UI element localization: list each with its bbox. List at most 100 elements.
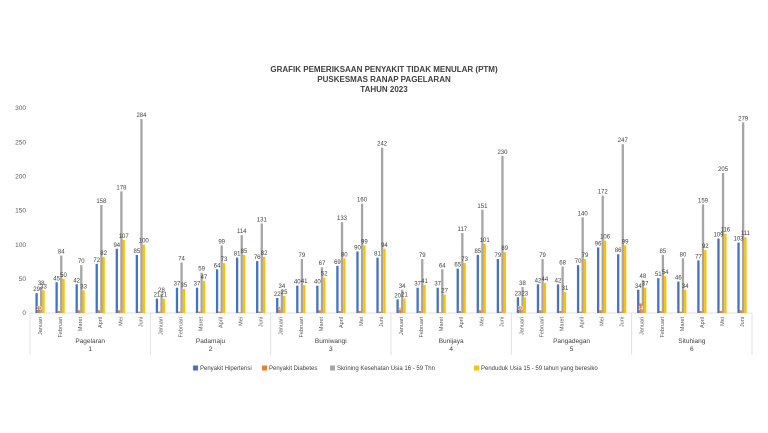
- bar-2: [739, 310, 742, 313]
- bar-4: [222, 263, 226, 313]
- data-label: 81: [234, 252, 241, 258]
- data-label: 37: [194, 282, 201, 288]
- data-label: 35: [181, 283, 188, 289]
- group-number: 2: [209, 346, 213, 353]
- bar-2: [158, 311, 161, 313]
- data-label: 106: [600, 235, 611, 241]
- data-label: 3: [659, 306, 662, 312]
- x-category-label: Januari: [158, 317, 164, 335]
- data-label: 46: [675, 276, 682, 282]
- bar-4: [122, 239, 125, 313]
- data-label: 80: [680, 252, 687, 258]
- x-category-label: April: [459, 317, 465, 328]
- bar-1: [717, 238, 720, 313]
- x-category-label: Juni: [620, 317, 626, 327]
- data-label: 64: [214, 263, 221, 269]
- x-category-label: Februari: [539, 317, 545, 337]
- data-label: 31: [562, 286, 569, 292]
- bar-1: [35, 293, 38, 313]
- data-label: 151: [477, 204, 488, 210]
- data-label: 242: [377, 142, 388, 148]
- data-label: 2: [499, 306, 502, 312]
- bar-1: [556, 284, 560, 313]
- data-label: 1: [238, 306, 241, 312]
- data-label: 79: [299, 253, 306, 259]
- x-category-label: Juni: [379, 317, 385, 327]
- data-label: 85: [660, 249, 667, 255]
- bar-1: [75, 284, 78, 313]
- bar-2: [679, 311, 682, 313]
- x-category-label: April: [98, 317, 104, 328]
- data-label: 85: [241, 249, 248, 255]
- bar-1: [617, 254, 620, 313]
- x-category-label: Januari: [640, 317, 646, 335]
- x-category-label: April: [339, 317, 345, 328]
- bar-4: [202, 280, 206, 313]
- data-label: 4: [78, 306, 81, 312]
- x-category-label: Januari: [399, 317, 405, 335]
- y-tick-label: 300: [15, 105, 26, 112]
- data-label: 85: [474, 249, 481, 255]
- data-label: 205: [718, 167, 729, 173]
- data-label: 133: [337, 216, 348, 222]
- data-label: 84: [58, 250, 65, 256]
- data-label: 59: [198, 267, 205, 273]
- bar-4: [503, 252, 506, 313]
- bar-1: [456, 268, 459, 313]
- bar-2: [458, 310, 462, 313]
- data-label: 79: [582, 253, 589, 259]
- bar-1: [476, 254, 479, 313]
- bar-2: [699, 310, 702, 313]
- bar-2: [358, 310, 361, 313]
- data-label: 85: [134, 249, 141, 255]
- y-tick-label: 200: [15, 174, 26, 181]
- data-label: 92: [702, 244, 709, 250]
- data-label: 3: [419, 306, 422, 312]
- x-category-label: Februari: [419, 317, 425, 337]
- data-label: 65: [454, 263, 461, 269]
- y-tick-label: 100: [15, 242, 26, 249]
- data-label: 116: [721, 228, 731, 234]
- data-label: 23: [515, 291, 522, 297]
- y-tick-label: 0: [22, 310, 26, 317]
- bar-2: [298, 312, 301, 313]
- bar-4: [363, 245, 366, 313]
- bar-1: [496, 259, 500, 313]
- bar-4: [62, 278, 65, 313]
- bar-4: [483, 243, 486, 313]
- x-category-label: Mei: [479, 317, 485, 326]
- group-number: 6: [690, 346, 694, 353]
- bar-1: [256, 261, 259, 313]
- bar-3: [80, 265, 83, 313]
- x-axis: Januari Februari Maret April Mei Juni Januari F…: [29, 313, 753, 355]
- legend-swatch: [330, 365, 335, 371]
- data-label: 37: [642, 282, 649, 288]
- bar-1: [356, 251, 359, 313]
- data-label: 103: [734, 237, 745, 243]
- data-label: 96: [595, 241, 602, 247]
- bar-3: [40, 287, 43, 313]
- bar-3: [260, 223, 263, 313]
- data-label: 230: [497, 150, 508, 156]
- x-category-label: Februari: [299, 317, 305, 337]
- bar-4: [643, 287, 647, 313]
- data-label: 2: [378, 306, 381, 312]
- data-label: 34: [278, 284, 285, 290]
- bar-4: [463, 263, 466, 313]
- bar-3: [120, 191, 123, 313]
- bars: [35, 118, 747, 314]
- data-label: 3: [699, 306, 702, 312]
- bar-2: [599, 310, 602, 313]
- group-name: Situhiang: [678, 338, 705, 345]
- data-label: 2: [679, 306, 682, 312]
- bar-2: [659, 310, 662, 313]
- bar-4: [42, 290, 45, 313]
- bar-3: [240, 235, 243, 313]
- bar-1: [296, 285, 299, 313]
- data-label: 28: [158, 288, 165, 294]
- bar-3: [661, 254, 665, 313]
- group-name: Padamaju: [196, 338, 226, 345]
- group-name: Bumiwangi: [315, 338, 347, 345]
- data-label: 2: [198, 306, 201, 312]
- data-label: 73: [461, 257, 468, 263]
